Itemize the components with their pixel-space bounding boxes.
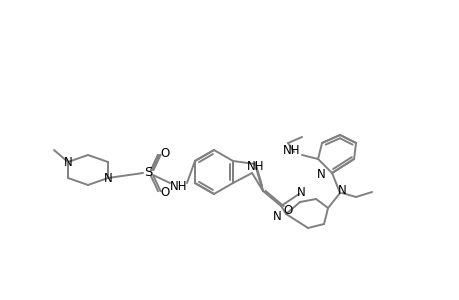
Text: O: O [160,187,169,200]
Text: NH: NH [247,160,264,172]
Text: N: N [63,155,72,169]
Text: O: O [283,203,292,217]
Text: N: N [337,184,346,196]
Text: N: N [296,185,305,199]
Text: N: N [317,169,325,182]
Text: O: O [160,146,169,160]
Text: NH: NH [170,181,187,194]
Text: N: N [273,209,281,223]
Text: S: S [144,167,152,179]
Text: N: N [103,172,112,184]
Text: NH: NH [283,143,300,157]
